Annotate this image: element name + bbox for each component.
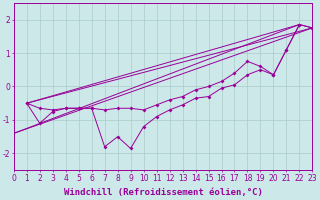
X-axis label: Windchill (Refroidissement éolien,°C): Windchill (Refroidissement éolien,°C) xyxy=(64,188,262,197)
